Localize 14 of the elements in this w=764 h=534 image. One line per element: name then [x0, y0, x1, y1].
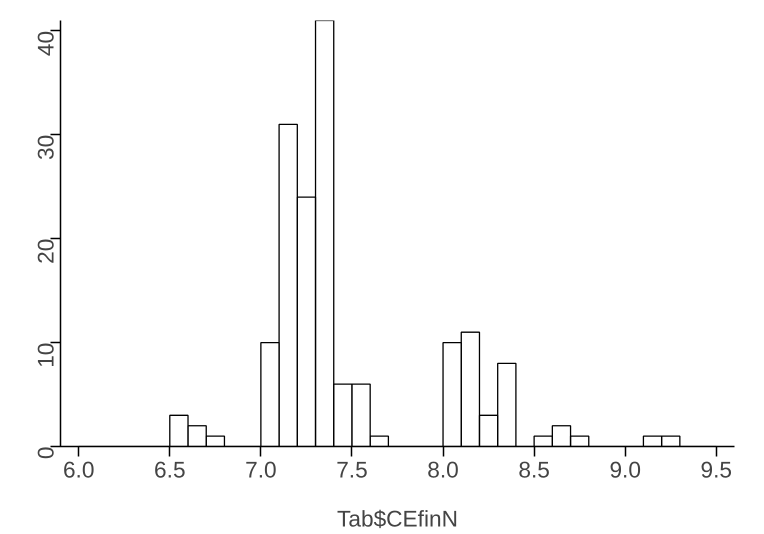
y-tick-label: 30	[32, 134, 58, 160]
y-tick-label: 10	[32, 342, 58, 368]
x-tick-label: 8.0	[427, 456, 459, 482]
y-tick-label: 20	[32, 238, 58, 264]
x-tick-label: 6.0	[62, 456, 94, 482]
x-tick-label: 7.0	[245, 456, 277, 482]
x-tick-label: 8.5	[518, 456, 550, 482]
x-tick-label: 6.5	[154, 456, 186, 482]
y-tick-label: 0	[32, 446, 58, 460]
x-tick-label: 9.0	[609, 456, 641, 482]
y-tick-label: 40	[32, 30, 58, 56]
x-axis-title: Tab$CEfinN	[337, 506, 458, 532]
x-tick-label: 7.5	[336, 456, 368, 482]
x-tick-label: 9.5	[700, 456, 732, 482]
